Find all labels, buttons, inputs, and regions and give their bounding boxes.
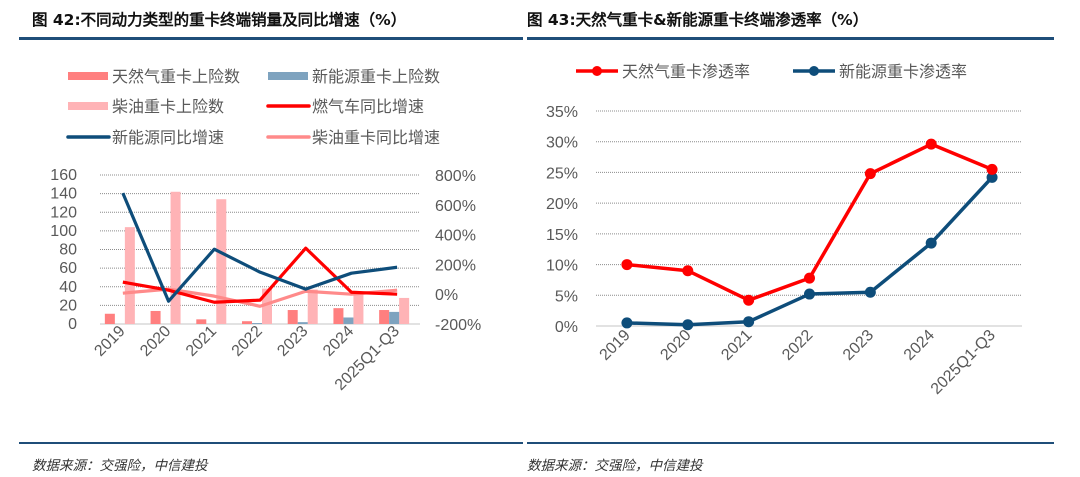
- bar-diesel-insured: [262, 288, 272, 324]
- y-tick-label: 0%: [555, 319, 578, 336]
- y-tick-label: 30%: [546, 135, 578, 152]
- marker-nev-penetration: [986, 171, 998, 183]
- y-left-tick-label: 40: [59, 279, 77, 296]
- y-right-tick-label: -200%: [435, 317, 481, 334]
- line-nev-yoy: [121, 192, 398, 303]
- marker-nev-penetration: [925, 237, 937, 249]
- marker-ng-penetration: [682, 265, 694, 277]
- title-rule-right: [527, 37, 1054, 40]
- bar-diesel-insured: [353, 293, 364, 324]
- legend-label: 新能源同比增速: [112, 128, 224, 147]
- source-rule-right: [527, 442, 1054, 444]
- legend-label: 柴油重卡上险数: [112, 97, 224, 116]
- bar-nev-insured: [297, 322, 308, 324]
- legend-label: 天然气重卡渗透率: [622, 62, 750, 81]
- source-note-right: 数据来源：交强险，中信建投: [527, 458, 703, 474]
- y-tick-label: 25%: [546, 165, 578, 182]
- marker-nev-penetration: [864, 286, 876, 298]
- y-right-tick-label: 400%: [435, 228, 476, 245]
- x-tick-label: 2019: [597, 327, 634, 364]
- y-left-tick-label: 80: [59, 242, 77, 259]
- marker-nev-penetration: [682, 319, 694, 331]
- bar-ng-insured: [333, 308, 344, 324]
- marker-ng-penetration: [743, 294, 755, 306]
- bar-diesel-insured: [399, 297, 410, 324]
- bar-nev-insured: [252, 323, 262, 324]
- y-left-tick-label: 60: [59, 260, 77, 277]
- y-left-tick-label: 120: [50, 204, 77, 221]
- y-left-tick-label: 160: [50, 167, 77, 184]
- x-tick-label: 2025Q1-Q3: [928, 327, 999, 398]
- legend-label: 柴油重卡同比增速: [312, 128, 440, 147]
- marker-ng-penetration: [621, 259, 633, 271]
- legend-swatch: [68, 102, 108, 110]
- source-note-left: 数据来源：交强险，中信建投: [32, 458, 208, 474]
- marker-nev-penetration: [743, 316, 755, 328]
- chart-right: 0% 5% 10% 15% 20% 25% 30% 35% 2019 2020 2021 2022 20…: [546, 62, 1022, 398]
- y-left-tick-label: 100: [50, 223, 77, 240]
- bar-ng-insured: [242, 321, 252, 324]
- bar-nev-insured: [343, 317, 354, 324]
- marker-ng-penetration: [864, 168, 876, 180]
- bar-diesel-insured: [170, 191, 181, 324]
- x-tick-label: 2023: [840, 327, 877, 364]
- x-tick-label: 2020: [657, 327, 694, 364]
- bar-ng-insured: [287, 310, 298, 324]
- x-tick-label: 2024: [901, 327, 938, 364]
- y-left-tick-label: 140: [50, 186, 77, 203]
- legend-label: 新能源重卡上险数: [312, 67, 440, 86]
- legend-label: 新能源重卡渗透率: [839, 62, 967, 81]
- legend-marker: [592, 66, 602, 76]
- y-right-tick-label: 200%: [435, 257, 476, 274]
- bar-ng-insured: [150, 310, 161, 324]
- bar-ng-insured: [104, 313, 115, 324]
- y-left-tick-label: 20: [59, 297, 77, 314]
- legend-marker: [809, 66, 819, 76]
- line-gas-yoy: [122, 246, 398, 304]
- legend-swatch: [268, 72, 308, 80]
- bar-nev-insured: [389, 311, 400, 324]
- marker-ng-penetration: [804, 272, 815, 284]
- bar-diesel-insured: [307, 289, 318, 324]
- bar-diesel-insured: [216, 199, 227, 324]
- marker-ng-penetration: [925, 138, 937, 150]
- bar-ng-insured: [379, 310, 390, 324]
- legend-label: 燃气车同比增速: [312, 97, 424, 116]
- legend-label: 天然气重卡上险数: [112, 67, 240, 86]
- y-right-tick-label: 0%: [435, 287, 458, 304]
- bar-ng-insured: [196, 319, 207, 324]
- marker-nev-penetration: [621, 317, 633, 329]
- marker-ng-penetration: [986, 163, 998, 175]
- y-tick-label: 10%: [546, 258, 578, 275]
- y-right-tick-label: 800%: [435, 168, 476, 185]
- x-tick-label: 2022: [779, 327, 816, 364]
- bar-diesel-insured: [124, 227, 135, 324]
- x-tick-label: 2021: [718, 327, 755, 364]
- line-nev-penetration: [626, 176, 994, 327]
- chart-title-right: 图 43:天然气重卡&新能源重卡终端渗透率（%）: [527, 11, 869, 29]
- source-rule-left: [19, 442, 523, 444]
- title-rule-left: [19, 37, 523, 40]
- y-tick-label: 35%: [546, 104, 578, 121]
- y-tick-label: 15%: [546, 227, 578, 244]
- legend-swatch: [68, 72, 108, 80]
- y-tick-label: 20%: [546, 196, 578, 213]
- y-tick-label: 5%: [555, 288, 578, 305]
- marker-nev-penetration: [804, 288, 815, 300]
- y-left-tick-label: 0: [68, 316, 77, 333]
- y-right-tick-label: 600%: [435, 198, 476, 215]
- chart-title-left: 图 42:不同动力类型的重卡终端销量及同比增速（%）: [32, 11, 407, 29]
